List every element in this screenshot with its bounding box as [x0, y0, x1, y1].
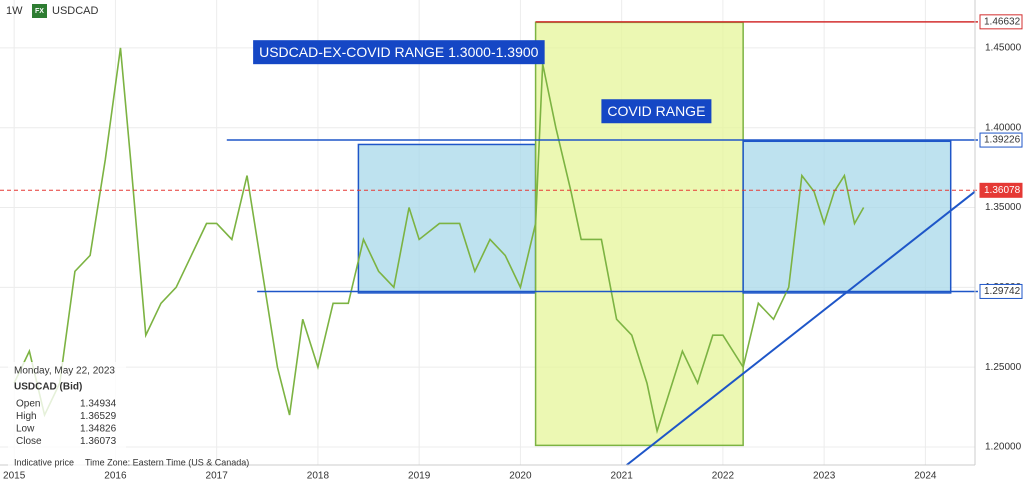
badge-text: FX	[35, 8, 44, 15]
level-label-bg	[979, 14, 1023, 30]
x-tick-label: 2019	[408, 471, 431, 482]
x-tick-label: 2018	[307, 471, 330, 482]
annotation: USDCAD-EX-COVID RANGE 1.3000-1.3900	[259, 44, 539, 60]
level-label-bg	[979, 283, 1023, 299]
x-tick-label: 2021	[611, 471, 634, 482]
level-label-bg	[979, 182, 1023, 198]
info-label: Close	[16, 436, 42, 447]
annotation-bg	[253, 40, 545, 65]
info-timezone: Time Zone: Eastern Time (US & Canada)	[85, 457, 249, 467]
y-tick-label: 1.35000	[985, 202, 1022, 213]
price	[13, 47, 865, 435]
info-value: 1.34826	[80, 424, 117, 435]
x-tick-label: 2015	[3, 471, 26, 482]
zone	[357, 143, 537, 294]
overlays: 1.46632 1.39226 1.29742 1.36078 USDCAD-EX-CO…	[0, 14, 1023, 466]
annotation: COVID RANGE	[607, 103, 705, 119]
interval[interactable]: 1W	[6, 5, 23, 17]
zones	[357, 21, 952, 447]
y-tick-label: 1.25000	[985, 362, 1022, 373]
info-label: High	[16, 411, 37, 422]
level-label: 1.39226	[984, 135, 1021, 146]
x-tick-label: 2017	[206, 471, 229, 482]
info-value: 1.36529	[80, 411, 117, 422]
x-tick-label: 2024	[914, 471, 937, 482]
fx-badge	[32, 4, 47, 18]
x-tick-label: 2016	[104, 471, 127, 482]
info-label: Open	[16, 399, 40, 410]
zone	[534, 21, 744, 447]
info-note: Indicative price	[14, 457, 74, 467]
info-symbol: USDCAD (Bid)	[14, 382, 82, 393]
price-line	[13, 47, 865, 435]
y-tick-label: 1.40000	[985, 122, 1022, 133]
info-rows: Open 1.34934 High 1.36529 Low 1.34826 Close 1.3…	[16, 399, 117, 448]
symbol[interactable]: USDCAD	[52, 5, 99, 17]
trendline	[626, 190, 976, 466]
info-date: Monday, May 22, 2023	[14, 366, 115, 377]
y-tick-label: 1.20000	[985, 442, 1022, 453]
annotation-bg	[601, 99, 712, 124]
zone	[742, 140, 952, 294]
x-tick-label: 2020	[509, 471, 532, 482]
info-label: Low	[16, 424, 35, 435]
level-label: 1.36078	[984, 185, 1021, 196]
x-tick-label: 2023	[813, 471, 836, 482]
level-label: 1.29742	[984, 286, 1021, 297]
level-label-bg	[979, 132, 1023, 148]
y-tick-label: 1.45000	[985, 43, 1022, 54]
level-label: 1.46632	[984, 16, 1021, 27]
info-panel: Monday, May 22, 2023 USDCAD (Bid) Open 1.…	[8, 362, 249, 470]
info-bg	[8, 362, 126, 470]
x-tick-label: 2022	[712, 471, 735, 482]
info-value: 1.36073	[80, 436, 117, 447]
info-value: 1.34934	[80, 399, 117, 410]
